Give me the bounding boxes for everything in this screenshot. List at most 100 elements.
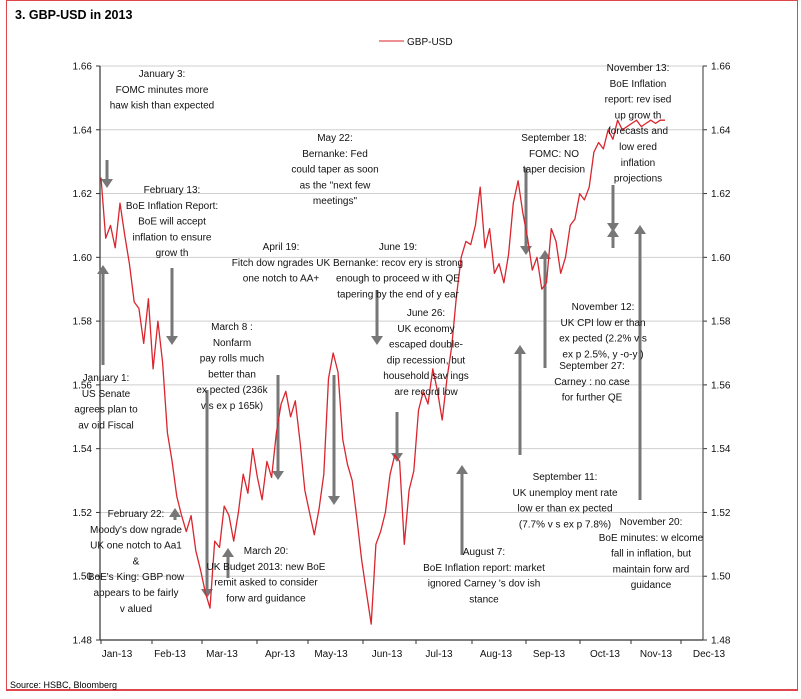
annotation-line: ignored Carney 's dov ish [428, 579, 541, 590]
annotation-line: forecasts and [608, 126, 668, 137]
annotation-line: remit asked to consider [214, 578, 318, 589]
annotation-line: February 13: [144, 185, 201, 196]
annotation-line: fall in inflation, but [611, 549, 691, 560]
annotation-line: haw kish than expected [110, 101, 215, 112]
annotation-line: January 3: [139, 69, 186, 80]
x-tick-label: Dec-13 [693, 649, 726, 660]
annotation-line: November 20: [620, 517, 683, 528]
x-tick-label: Nov-13 [640, 649, 673, 660]
annotation-line: one notch to AA+ [243, 274, 320, 285]
y-tick-label-left: 1.64 [73, 125, 93, 136]
x-tick-label: Aug-13 [480, 649, 513, 660]
annotation-line: BoE Inflation report: market [423, 563, 545, 574]
annotation-line: inflation to ensure [133, 232, 212, 243]
annotation-line: low ered [619, 142, 657, 153]
y-tick-label-left: 1.62 [73, 189, 93, 200]
y-tick-label-right: 1.62 [711, 189, 731, 200]
annotation-line: September 27: [559, 361, 625, 372]
annotation-arrow-head [272, 471, 284, 480]
annotation-line: February 22: [108, 509, 165, 520]
annotation-line: projections [614, 174, 662, 185]
chart-title: 3. GBP-USD in 2013 [15, 8, 133, 22]
annotation-text: February 22: Moody's dow ngrade UK one not… [88, 509, 185, 615]
y-tick-label-left: 1.56 [73, 380, 93, 391]
annotation-line: UK Budget 2013: new BoE [207, 562, 326, 573]
annotation-line: BoE Inflation Report: [126, 201, 218, 212]
y-tick-label-left: 1.60 [73, 253, 93, 264]
x-tick-label: Apr-13 [265, 649, 295, 660]
y-tick-label-right: 1.60 [711, 253, 731, 264]
annotation-line: grow th [156, 248, 189, 259]
annotation-line: report: rev ised [605, 95, 672, 106]
annotation-line: BoE minutes: w elcome [599, 533, 704, 544]
annotation-line: FOMC minutes more [116, 85, 209, 96]
annotation-arrow-head [634, 225, 646, 234]
annotation-line: agrees plan to [74, 405, 138, 416]
annotation-line: are record low [394, 387, 458, 398]
annotation-arrow-head [222, 548, 234, 557]
annotation-line: appears to be fairly [93, 588, 178, 599]
y-tick-label-right: 1.50 [711, 572, 731, 583]
annotation-text: June 19: Bernanke: recov ery is strong eno… [333, 242, 463, 300]
legend-label: GBP-USD [407, 37, 453, 48]
chart-source: Source: HSBC, Bloomberg [10, 680, 118, 690]
annotation-arrow-head [169, 508, 181, 517]
annotation-text: January 3: FOMC minutes more haw kish than… [110, 69, 215, 112]
annotation-line: June 19: [379, 242, 417, 253]
annotation-line: September 11: [533, 472, 598, 483]
annotation-line: November 12: [572, 302, 635, 313]
annotation-line: August 7: [463, 547, 505, 558]
annotation-arrow-head [101, 179, 113, 188]
annotation-line: (7.7% v s ex p 7.8%) [519, 519, 611, 530]
annotation-line: as the "next few [300, 180, 372, 191]
annotation-text: April 19: Fitch dow ngrades UK one notch t… [232, 242, 331, 285]
annotation-line: & [133, 556, 140, 567]
y-tick-label-right: 1.56 [711, 380, 731, 391]
annotation-line: Carney : no case [554, 377, 630, 388]
annotation-line: UK economy [397, 324, 454, 335]
annotation-line: November 13: [607, 63, 670, 74]
annotation-arrow-head [539, 250, 551, 259]
y-tick-label-right: 1.64 [711, 125, 731, 136]
annotation-arrow-head [607, 223, 619, 232]
annotation-line: v s ex p 165k) [201, 401, 263, 412]
annotation-line: low er than ex pected [517, 504, 612, 515]
y-tick-label-left: 1.66 [73, 62, 93, 73]
x-tick-label: Mar-13 [206, 649, 238, 660]
annotation-line: BoE's King: GBP now [88, 572, 185, 583]
y-tick-label-right: 1.58 [711, 317, 731, 328]
annotation-line: Moody's dow ngrade [90, 525, 182, 536]
annotation-line: FOMC: NO [529, 149, 579, 160]
annotation-arrow-head [514, 345, 526, 354]
y-tick-label-left: 1.48 [73, 636, 93, 647]
annotation-line: household sav ings [383, 371, 469, 382]
annotation-line: April 19: [263, 242, 300, 253]
annotation-line: could taper as soon [291, 165, 378, 176]
annotation-line: BoE Inflation [610, 79, 667, 90]
annotation-line: US Senate [82, 389, 131, 400]
annotation-arrow-head [328, 496, 340, 505]
annotation-line: September 18: [521, 133, 587, 144]
annotation-line: ex pected (236k [196, 385, 268, 396]
annotation-line: May 22: [317, 133, 353, 144]
annotation-line: June 26: [407, 308, 445, 319]
annotation-text: March 20: UK Budget 2013: new BoE remit as… [207, 546, 326, 604]
annotation-arrow-head [456, 465, 468, 474]
annotation-text: June 26: UK economy escaped double-dip rec… [383, 308, 469, 398]
annotation-text: January 1: US Senate agrees plan to av oid … [74, 373, 138, 431]
annotation-line: March 20: [244, 546, 288, 557]
y-tick-label-left: 1.52 [73, 508, 93, 519]
x-tick-label: Oct-13 [590, 649, 620, 660]
annotation-text: May 22: Bernanke: Fed could taper as soon a… [291, 133, 378, 207]
annotation-text: November 20: BoE minutes: w elcome fall in… [599, 517, 704, 591]
annotation-text: August 7: BoE Inflation report: market ign… [423, 547, 545, 605]
x-tick-label: Jul-13 [425, 649, 453, 660]
annotation-text: November 12: UK CPI low er than ex pected … [559, 302, 647, 360]
x-tick-label: May-13 [314, 649, 348, 660]
y-tick-label-left: 1.50 [73, 572, 93, 583]
annotation-line: guidance [631, 580, 672, 591]
annotation-line: ex pected (2.2% v s [559, 334, 647, 345]
y-tick-label-right: 1.54 [711, 444, 731, 455]
annotation-line: Bernanke: Fed [302, 149, 368, 160]
